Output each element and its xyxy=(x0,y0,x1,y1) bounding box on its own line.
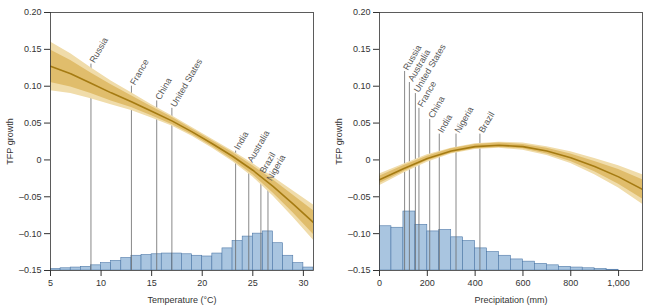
svg-text:TFP growth: TFP growth xyxy=(334,118,344,164)
svg-text:0.15: 0.15 xyxy=(353,44,371,54)
svg-text:Nigeria: Nigeria xyxy=(265,153,288,183)
svg-text:0.05: 0.05 xyxy=(353,118,371,128)
svg-text:–0.05: –0.05 xyxy=(348,192,371,202)
svg-text:Australia: Australia xyxy=(406,47,433,83)
svg-text:30: 30 xyxy=(298,278,308,288)
svg-text:Russia: Russia xyxy=(88,36,110,65)
svg-text:0.10: 0.10 xyxy=(24,81,42,91)
svg-text:20: 20 xyxy=(197,278,207,288)
svg-text:–0.10: –0.10 xyxy=(348,229,371,239)
svg-text:25: 25 xyxy=(248,278,258,288)
svg-text:India: India xyxy=(436,113,454,135)
svg-text:India: India xyxy=(232,130,250,152)
svg-text:0: 0 xyxy=(36,155,41,165)
svg-text:400: 400 xyxy=(468,278,483,288)
svg-text:China: China xyxy=(426,94,447,120)
svg-text:Brazil: Brazil xyxy=(476,110,496,134)
svg-text:France: France xyxy=(415,79,439,109)
svg-text:200: 200 xyxy=(420,278,435,288)
svg-text:800: 800 xyxy=(563,278,578,288)
svg-text:10: 10 xyxy=(96,278,106,288)
svg-text:0: 0 xyxy=(377,278,382,288)
svg-text:United States: United States xyxy=(411,42,448,94)
svg-text:5: 5 xyxy=(48,278,53,288)
svg-text:Russia: Russia xyxy=(401,43,424,72)
svg-text:–0.10: –0.10 xyxy=(19,229,42,239)
svg-text:15: 15 xyxy=(147,278,157,288)
svg-text:0.20: 0.20 xyxy=(353,7,371,17)
svg-text:France: France xyxy=(128,57,151,86)
svg-text:United States: United States xyxy=(168,57,204,109)
svg-text:0.05: 0.05 xyxy=(24,118,42,128)
svg-text:1,000: 1,000 xyxy=(607,278,630,288)
svg-text:Brazil: Brazil xyxy=(257,150,278,176)
svg-text:0: 0 xyxy=(365,155,370,165)
svg-text:0.20: 0.20 xyxy=(24,7,42,17)
svg-text:Nigeria: Nigeria xyxy=(453,105,476,135)
svg-text:TFP growth: TFP growth xyxy=(5,118,15,164)
svg-text:–0.05: –0.05 xyxy=(19,192,42,202)
svg-text:600: 600 xyxy=(515,278,530,288)
svg-text:0.10: 0.10 xyxy=(353,81,371,91)
svg-text:Temperature (°C): Temperature (°C) xyxy=(147,295,216,305)
svg-text:China: China xyxy=(153,76,173,101)
svg-text:0.15: 0.15 xyxy=(24,44,42,54)
svg-text:Australia: Australia xyxy=(245,128,272,165)
svg-text:–0.15: –0.15 xyxy=(19,265,42,275)
svg-text:–0.15: –0.15 xyxy=(348,265,371,275)
svg-text:Precipitation (mm): Precipitation (mm) xyxy=(474,295,547,305)
